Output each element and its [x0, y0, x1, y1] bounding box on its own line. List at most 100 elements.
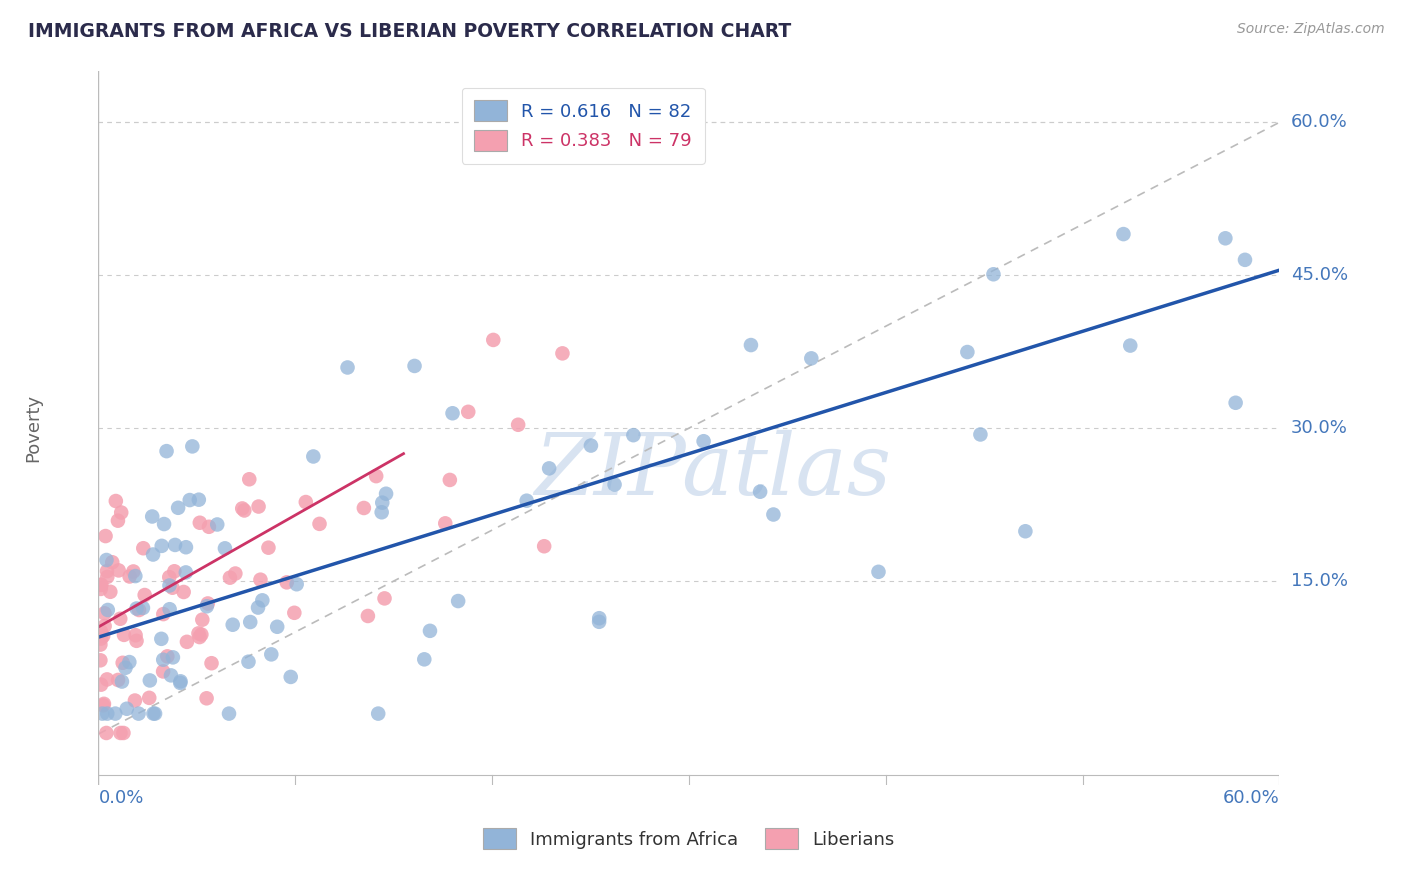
Point: [191, 613, 214, 627]
Point: [110, 506, 132, 520]
Point: [283, 606, 305, 620]
Point: [538, 461, 561, 475]
Point: [238, 472, 260, 486]
Point: [239, 615, 262, 629]
Point: [219, 571, 242, 585]
Point: [457, 405, 479, 419]
Text: ZIPatlas: ZIPatlas: [534, 430, 891, 512]
Point: [155, 444, 177, 458]
Point: [188, 630, 211, 644]
Point: [371, 495, 394, 509]
Point: [187, 626, 209, 640]
Point: [104, 706, 127, 721]
Point: [111, 674, 134, 689]
Point: [983, 267, 1005, 281]
Point: [104, 494, 127, 508]
Point: [179, 493, 201, 508]
Point: [132, 541, 155, 556]
Point: [114, 661, 136, 675]
Point: [162, 650, 184, 665]
Point: [96, 673, 118, 687]
Point: [367, 706, 389, 721]
Point: [200, 657, 222, 671]
Point: [1014, 524, 1036, 539]
Point: [93, 619, 115, 633]
Point: [93, 697, 115, 711]
Point: [249, 573, 271, 587]
Point: [588, 615, 610, 629]
Point: [174, 566, 197, 580]
Point: [260, 648, 283, 662]
Point: [434, 516, 457, 531]
Point: [1215, 231, 1237, 245]
Point: [373, 591, 395, 606]
Point: [353, 500, 375, 515]
Point: [90, 624, 112, 639]
Point: [222, 617, 245, 632]
Point: [96, 726, 118, 740]
Point: [90, 632, 112, 646]
Point: [1112, 227, 1135, 241]
Point: [118, 569, 141, 583]
Point: [447, 594, 470, 608]
Point: [159, 578, 181, 592]
Point: [124, 693, 146, 707]
Point: [508, 417, 530, 432]
Point: [112, 628, 135, 642]
Point: [101, 555, 124, 569]
Point: [90, 582, 112, 596]
Point: [107, 673, 129, 687]
Point: [160, 668, 183, 682]
Point: [195, 599, 218, 614]
Point: [252, 593, 274, 607]
Point: [152, 607, 174, 621]
Point: [302, 450, 325, 464]
Point: [93, 607, 115, 621]
Point: [1225, 396, 1247, 410]
Point: [124, 569, 146, 583]
Point: [218, 706, 240, 721]
Point: [139, 673, 162, 688]
Point: [749, 484, 772, 499]
Point: [143, 706, 166, 721]
Point: [198, 520, 221, 534]
Text: IMMIGRANTS FROM AFRICA VS LIBERIAN POVERTY CORRELATION CHART: IMMIGRANTS FROM AFRICA VS LIBERIAN POVER…: [28, 22, 792, 41]
Point: [165, 538, 187, 552]
Point: [280, 670, 302, 684]
Point: [285, 577, 308, 591]
Point: [692, 434, 714, 449]
Legend: Immigrants from Africa, Liberians: Immigrants from Africa, Liberians: [474, 819, 904, 858]
Point: [195, 691, 218, 706]
Point: [956, 345, 979, 359]
Point: [308, 516, 330, 531]
Point: [1119, 338, 1142, 352]
Point: [188, 516, 211, 530]
Point: [96, 706, 118, 721]
Point: [370, 505, 392, 519]
Point: [152, 665, 174, 679]
Point: [112, 726, 135, 740]
Point: [800, 351, 823, 366]
Point: [404, 359, 426, 373]
Point: [142, 706, 165, 721]
Point: [125, 601, 148, 615]
Point: [482, 333, 505, 347]
Text: 15.0%: 15.0%: [1291, 572, 1347, 591]
Point: [375, 487, 398, 501]
Point: [233, 503, 256, 517]
Point: [174, 540, 197, 554]
Point: [159, 602, 181, 616]
Point: [138, 690, 160, 705]
Point: [441, 406, 464, 420]
Point: [125, 633, 148, 648]
Point: [96, 570, 118, 584]
Point: [150, 539, 173, 553]
Point: [167, 500, 190, 515]
Point: [868, 565, 890, 579]
Text: 60.0%: 60.0%: [1223, 789, 1279, 806]
Point: [124, 628, 146, 642]
Point: [169, 674, 191, 689]
Point: [94, 529, 117, 543]
Point: [97, 603, 120, 617]
Point: [156, 649, 179, 664]
